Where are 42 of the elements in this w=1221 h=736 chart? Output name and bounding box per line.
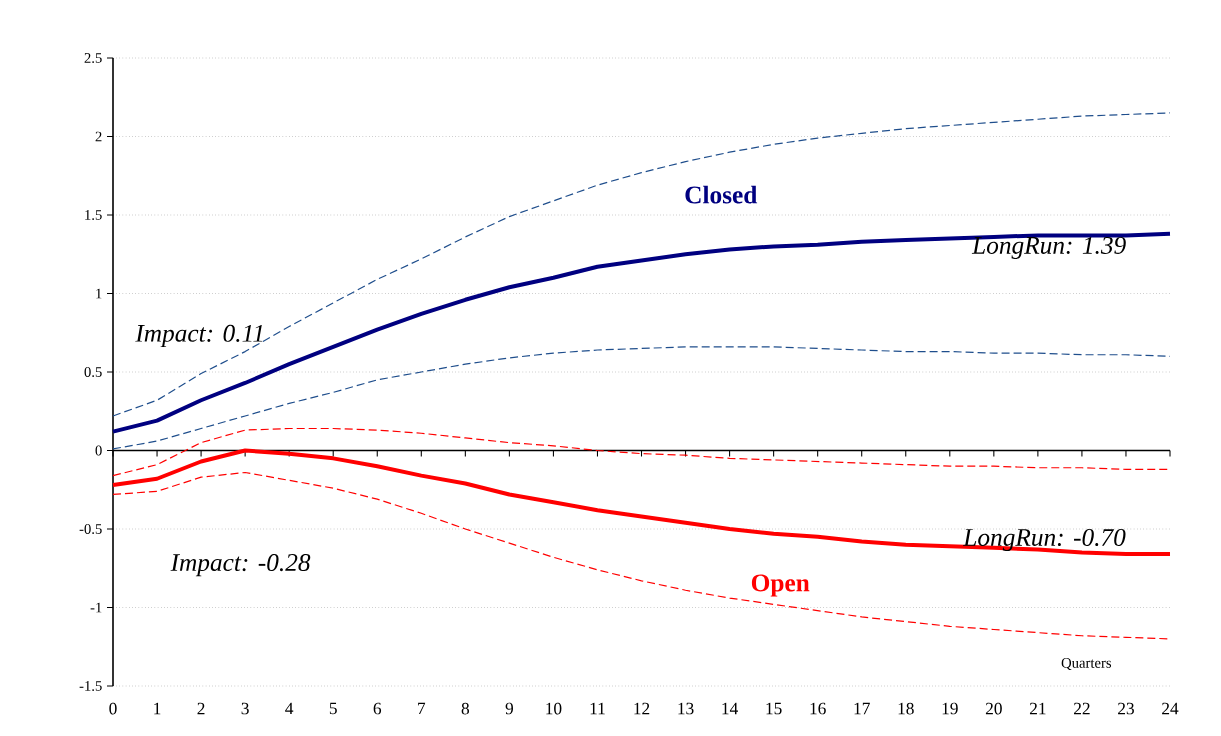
- y-tick-label: 2: [95, 131, 102, 142]
- annotation: LongRun: 1.39: [971, 236, 1126, 260]
- x-tick-label: 5: [329, 702, 337, 715]
- x-tick-label: 6: [373, 702, 382, 715]
- y-tick-label: 0.5: [84, 367, 102, 377]
- x-tick-label: 9: [505, 702, 513, 715]
- y-tick-label: 0: [95, 445, 102, 456]
- x-tick-label: 0: [109, 702, 117, 715]
- x-tick-label: 16: [810, 702, 826, 715]
- x-tick-label: 4: [285, 702, 294, 715]
- y-tick-label: 1: [96, 288, 102, 299]
- x-tick-label: 21: [1029, 702, 1046, 715]
- y-tick-label: -1: [90, 602, 102, 613]
- y-tick-label: 1.5: [85, 210, 102, 220]
- x-tick-label: 19: [942, 702, 958, 715]
- x-tick-label: 10: [546, 702, 562, 715]
- x-tick-label: 22: [1074, 702, 1090, 715]
- y-tick-label: -1.5: [79, 681, 102, 691]
- x-tick-label: 13: [678, 702, 694, 715]
- y-tick-label: 2.5: [84, 53, 102, 63]
- x-tick-label: 17: [854, 702, 870, 715]
- x-tick-label: 12: [634, 702, 650, 715]
- x-tick-label: 1: [154, 702, 161, 715]
- x-tick-label: 20: [985, 702, 1002, 715]
- annotation: LongRun: -0.70: [963, 528, 1126, 552]
- x-tick-label: 7: [418, 702, 426, 715]
- x-axis-title: Quarters: [1061, 657, 1112, 671]
- y-tick-label: -0.5: [79, 524, 102, 534]
- x-tick-label: 2: [197, 702, 205, 715]
- series-label: Open: [751, 574, 810, 597]
- x-tick-label: 3: [241, 702, 249, 715]
- series-label: Closed: [685, 185, 758, 204]
- line-series: [112, 112, 1171, 417]
- x-tick-label: 18: [898, 702, 914, 715]
- x-tick-label: 24: [1162, 702, 1179, 715]
- x-tick-label: 14: [722, 702, 738, 715]
- annotation: Impact: -0.28: [170, 554, 311, 577]
- x-tick-label: 8: [461, 702, 470, 715]
- x-tick-label: 11: [590, 702, 605, 715]
- x-tick-label: 15: [766, 702, 782, 715]
- annotation: Impact: 0.11: [135, 324, 263, 348]
- x-tick-label: 23: [1118, 702, 1134, 715]
